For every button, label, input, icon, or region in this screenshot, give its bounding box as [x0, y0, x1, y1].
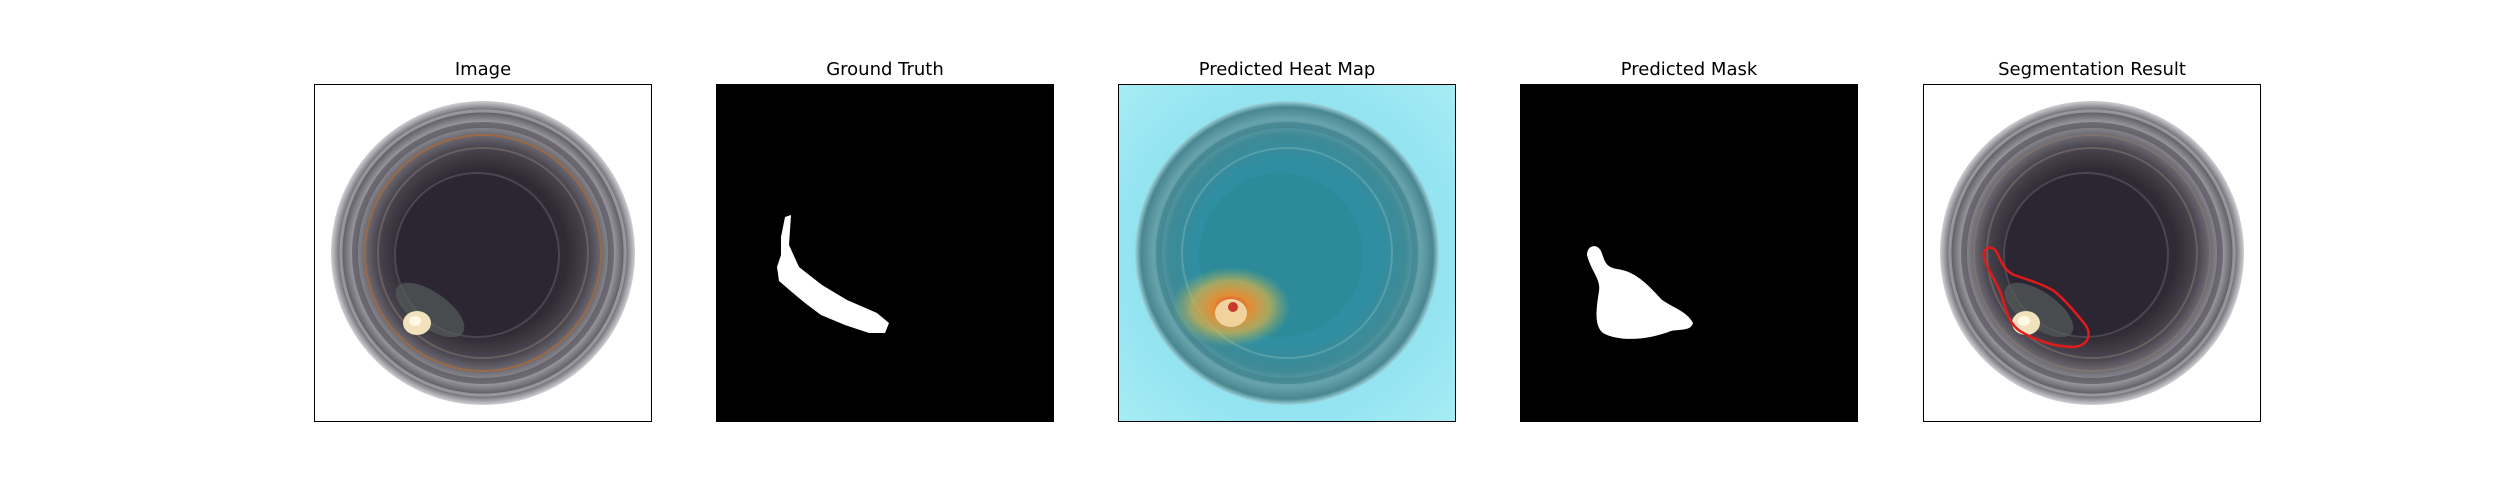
predicted-mask-image [1521, 85, 1857, 421]
panel-title-segmentation-result: Segmentation Result [1998, 59, 2186, 80]
predicted-mask-region [1587, 246, 1693, 339]
panel-heat-map: Predicted Heat Map [1118, 0, 1456, 500]
segmentation-contour [1982, 246, 2090, 349]
panel-title-predicted-mask: Predicted Mask [1620, 59, 1758, 80]
panel-title-image: Image [454, 59, 512, 80]
heat-map-image [1119, 85, 1455, 421]
segmentation-result-frame [1923, 84, 2261, 422]
panel-image: Image [314, 0, 652, 500]
panel-title-heat-map: Predicted Heat Map [1198, 59, 1376, 80]
predicted-mask-frame [1520, 84, 1858, 422]
segmentation-result-image [1924, 85, 2260, 421]
panel-title-ground-truth: Ground Truth [826, 59, 944, 80]
image-frame [314, 84, 652, 422]
ground-truth-mask [717, 85, 1053, 421]
ground-truth-region [777, 215, 889, 333]
panel-ground-truth: Ground Truth [716, 0, 1054, 500]
panel-predicted-mask: Predicted Mask [1520, 0, 1858, 500]
panel-segmentation-result: Segmentation Result [1923, 0, 2261, 500]
bottle-image [315, 85, 651, 421]
ground-truth-frame [716, 84, 1054, 422]
heat-map-frame [1118, 84, 1456, 422]
